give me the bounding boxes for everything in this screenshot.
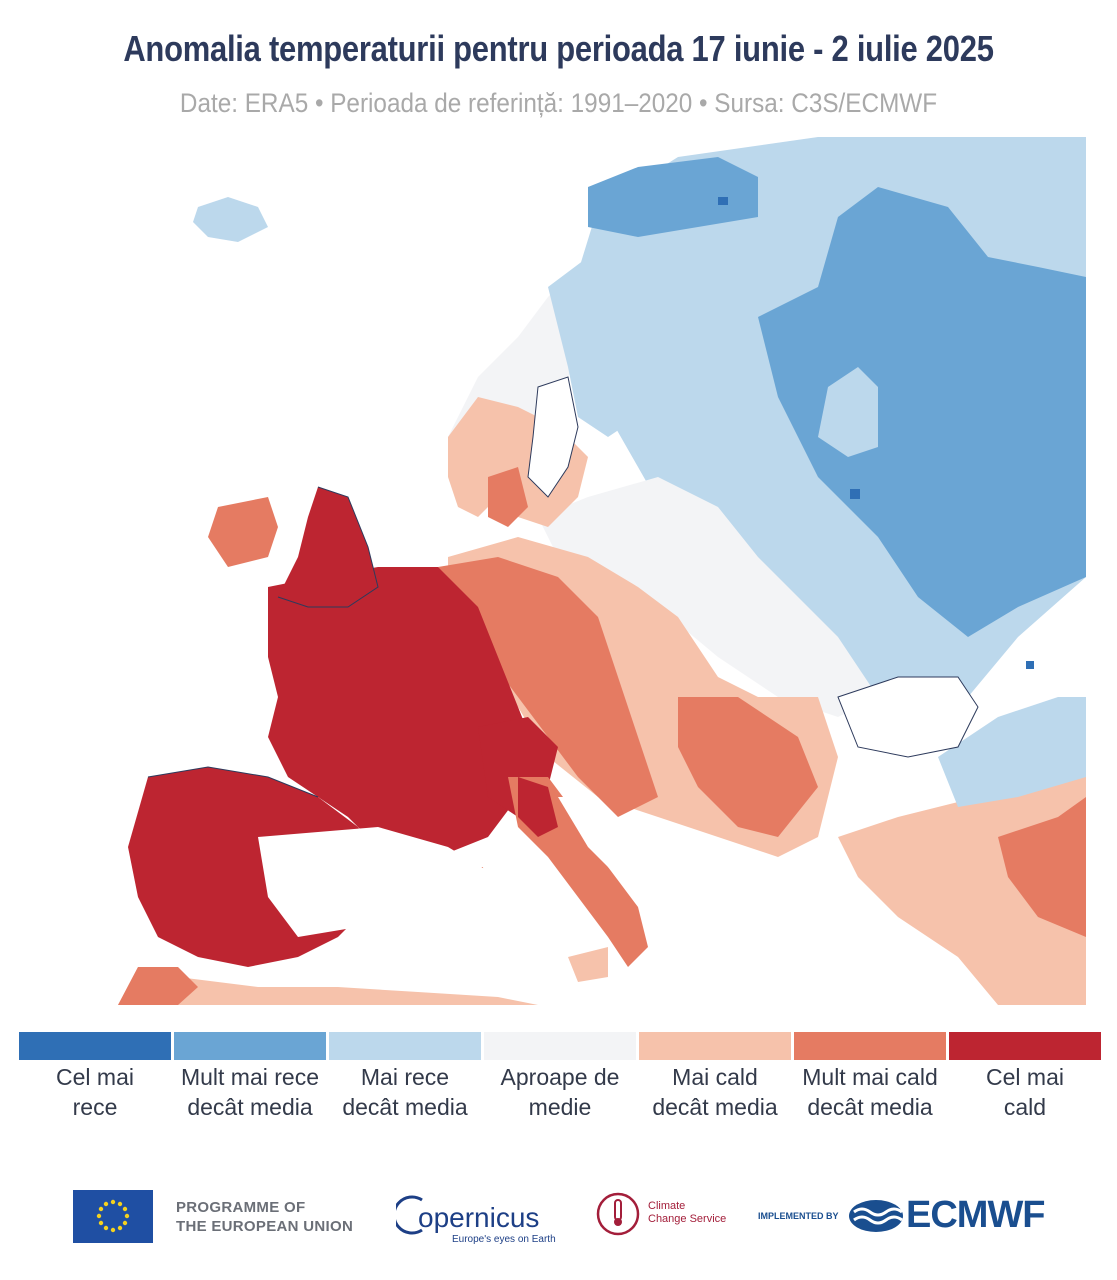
legend-swatch-near-average [484,1032,636,1060]
region-warmer-north-africa [118,967,538,1005]
region-much-colder-kola [588,157,758,237]
legend-swatch-warmest [949,1032,1101,1060]
legend-label-line: Aproape de [500,1064,620,1090]
region-much-warmer-morocco [118,967,198,1005]
legend-label-line: Cel mai [986,1064,1064,1090]
region-coldest-spot-1 [718,197,728,205]
copernicus-wordmark: opernicus [418,1202,540,1233]
c3s-thermometer-icon [596,1192,640,1236]
legend-label-near-average: Aproape de medie [484,1062,636,1122]
region-much-warmer-ireland [208,497,278,567]
legend-label-line: Mai cald [672,1064,758,1090]
region-west-warmest [128,487,558,967]
legend-label-line: decât media [652,1094,778,1120]
legend-label-line: decât media [187,1094,313,1120]
legend-label-line: cald [1003,1094,1047,1120]
footer-logos: PROGRAMME OF THE EUROPEAN UNION opernicu… [0,1180,1117,1250]
ecmwf-waves-icon [849,1200,903,1232]
legend-label-warmest: Cel mai cald [949,1062,1101,1122]
legend-swatch-colder [329,1032,481,1060]
adriatic-sea [558,797,638,877]
legend-label-line: Mult mai cald [802,1064,938,1090]
ecmwf-wordmark: ECMWF [906,1194,1046,1236]
c3s-text: Climate Change Service [648,1200,726,1226]
legend-swatch-much-warmer [794,1032,946,1060]
coastline-britain [277,486,379,608]
eu-programme-text: PROGRAMME OF THE EUROPEAN UNION [176,1198,353,1236]
eu-line: PROGRAMME OF [176,1199,306,1216]
region-much-warmer-denmark [488,467,528,527]
region-much-warmer-caucasus [998,797,1086,937]
copernicus-c-icon [396,1195,423,1235]
eu-line: THE EUROPEAN UNION [176,1218,354,1235]
legend-label-line: Mai rece [360,1064,450,1090]
anomaly-map [118,137,1086,1005]
eu-flag-icon [73,1190,153,1243]
region-warmest-britain [278,487,378,607]
region-near-average-east [538,477,878,717]
implemented-by-text: IMPLEMENTED BY [758,1211,839,1221]
legend-swatch-much-colder [174,1032,326,1060]
mediterranean-west [258,827,558,967]
legend-label-line: medie [528,1094,592,1120]
region-colder-caucasus-north [938,697,1086,807]
eu-stars-icon [96,1199,130,1233]
region-much-warmer-balkans [678,697,818,837]
region-iceland [193,197,268,242]
region-scandinavia [448,257,658,527]
region-russia [558,137,1086,737]
region-coldest-spot-3 [1026,661,1034,669]
legend-label-colder: Mai rece decât media [329,1062,481,1122]
copernicus-tagline: Europe's eyes on Earth [452,1234,556,1245]
c3s-line: Climate [648,1200,686,1212]
region-warmest-france [268,567,538,857]
region-sicily [568,947,608,982]
legend-label-line: decât media [807,1094,933,1120]
legend-label-line: Cel mai [56,1064,134,1090]
legend-label-much-colder: Mult mai rece decât media [174,1062,326,1122]
region-coldest-spot-2 [850,489,860,499]
map-title: Anomalia temperaturii pentru perioada 17… [123,28,994,69]
region-colder-finland [548,257,658,437]
region-much-colder-russia [758,187,1086,637]
region-warmer-turkey [838,757,1086,1005]
anomaly-map-svg [118,137,1086,1005]
legend-label-line: rece [72,1094,118,1120]
baltic-sea [527,376,579,498]
c3s-line: Change Service [648,1213,727,1225]
black-sea [837,676,979,758]
legend-label-line: decât media [342,1094,468,1120]
region-warmest-north-italy [518,777,558,837]
aegean-sea [678,867,798,967]
legend-label-line: Mult mai rece [180,1064,320,1090]
coastline-biscay [147,766,319,798]
map-subtitle: Date: ERA5 • Perioada de referință: 1991… [179,88,938,118]
legend-label-much-warmer: Mult mai cald decât media [794,1062,946,1122]
region-much-warmer-central [438,557,658,817]
legend-label-warmer: Mai cald decât media [639,1062,791,1122]
legend-swatch-coldest [19,1032,171,1060]
legend-swatch-warmer [639,1032,791,1060]
region-colder-patch [818,367,878,457]
legend-label-coldest: Cel mai rece [19,1062,171,1122]
